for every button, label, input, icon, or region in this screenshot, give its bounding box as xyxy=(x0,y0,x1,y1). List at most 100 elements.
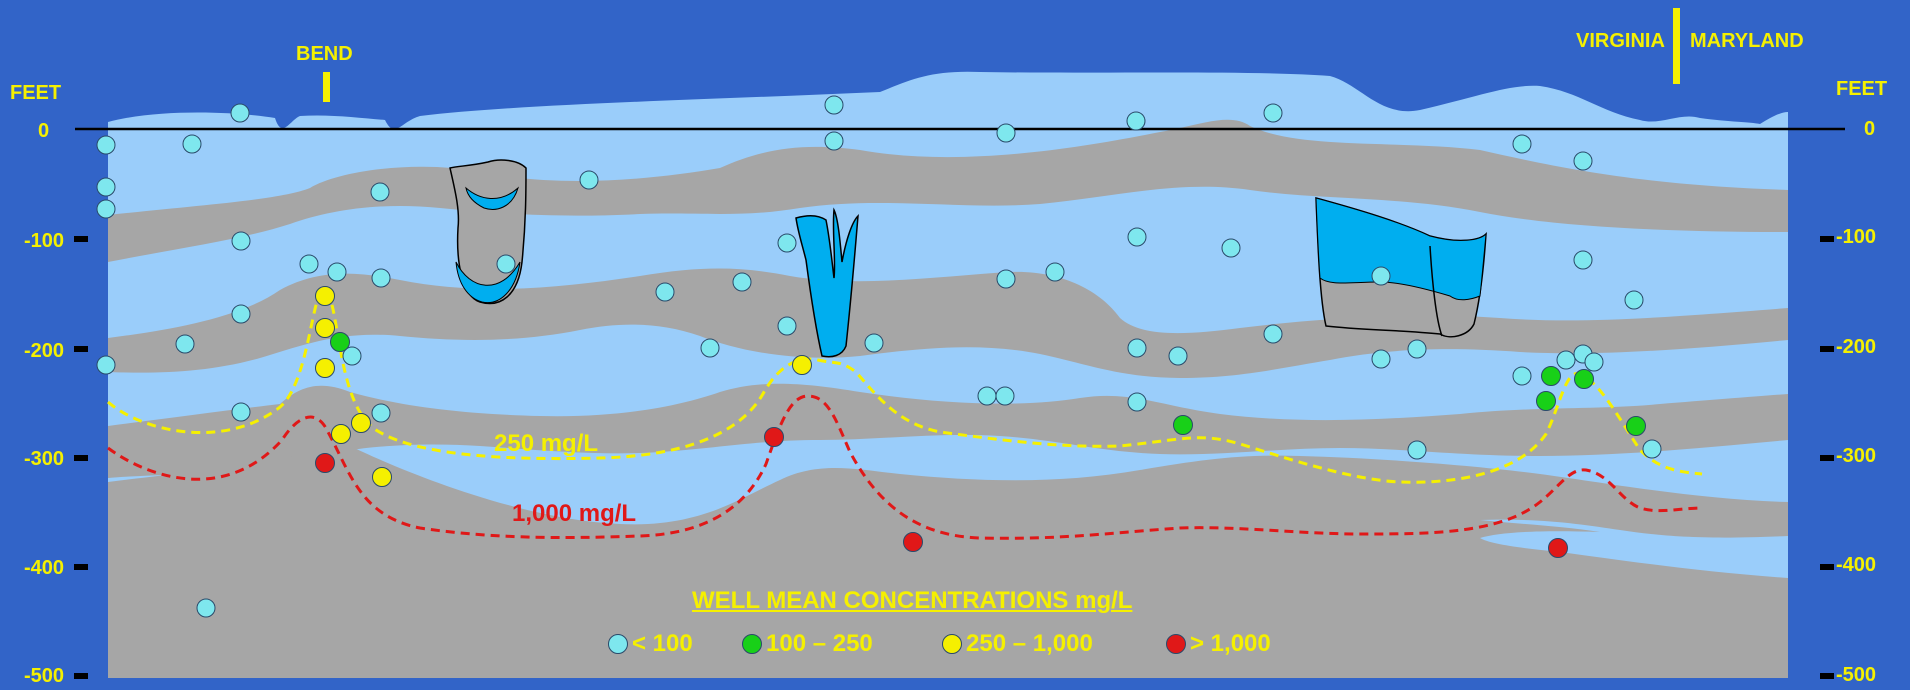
well-marker xyxy=(996,269,1016,289)
well-marker xyxy=(196,598,216,618)
legend: < 100 100 – 250 250 – 1,000 > 1,000 xyxy=(606,628,1306,662)
well-marker xyxy=(1556,350,1576,370)
confining-layer-deep xyxy=(108,437,1788,678)
well-marker xyxy=(579,170,599,190)
axis-tick-label: -100 xyxy=(1836,226,1877,248)
legend-label: > 1,000 xyxy=(1190,630,1271,657)
well-marker xyxy=(1624,290,1644,310)
well-marker xyxy=(1573,250,1593,270)
well-marker xyxy=(903,532,923,552)
state-label-maryland: MARYLAND xyxy=(1690,30,1804,52)
well-marker xyxy=(370,182,390,202)
legend-swatch-icon xyxy=(742,634,762,654)
well-marker xyxy=(1127,227,1147,247)
well-marker xyxy=(96,355,116,375)
well-markers xyxy=(96,95,1662,618)
well-marker xyxy=(1536,391,1556,411)
well-marker xyxy=(1573,151,1593,171)
well-marker xyxy=(792,355,812,375)
well-marker xyxy=(330,332,350,352)
axis-tick-label: -500 xyxy=(1836,664,1877,686)
well-marker xyxy=(1541,366,1561,386)
well-marker xyxy=(764,427,784,447)
state-label-virginia: VIRGINIA xyxy=(1576,30,1665,52)
well-marker xyxy=(1221,238,1241,258)
well-marker xyxy=(230,103,250,123)
axis-tick-label: -500 xyxy=(24,665,65,687)
legend-swatch-icon xyxy=(1166,634,1186,654)
contour-250-label: 250 mg/L xyxy=(494,430,599,457)
well-marker xyxy=(1574,369,1594,389)
well-marker xyxy=(824,95,844,115)
well-marker xyxy=(1263,103,1283,123)
well-marker xyxy=(996,123,1016,143)
well-marker xyxy=(777,233,797,253)
well-marker xyxy=(1371,349,1391,369)
legend-label: < 100 xyxy=(632,630,693,657)
well-marker xyxy=(331,424,351,444)
well-marker xyxy=(315,358,335,378)
well-marker xyxy=(371,268,391,288)
well-marker xyxy=(1168,346,1188,366)
well-marker xyxy=(231,304,251,324)
axis-unit-left: FEET xyxy=(10,82,62,104)
well-marker xyxy=(1407,339,1427,359)
axis-tick-label: 0 xyxy=(38,120,50,142)
well-marker xyxy=(655,282,675,302)
well-marker xyxy=(351,413,371,433)
well-marker xyxy=(1548,538,1568,558)
confining-layer xyxy=(108,383,1788,478)
axis-tick-label: -400 xyxy=(24,557,65,579)
well-marker xyxy=(182,134,202,154)
well-marker xyxy=(732,272,752,292)
well-marker xyxy=(1584,352,1604,372)
axis-tick-label: -400 xyxy=(1836,554,1877,576)
well-marker xyxy=(175,334,195,354)
well-marker xyxy=(864,333,884,353)
well-marker xyxy=(496,254,516,274)
well-marker xyxy=(1173,415,1193,435)
legend-title: WELL MEAN CONCENTRATIONS mg/L xyxy=(692,587,1133,614)
well-marker xyxy=(299,254,319,274)
well-marker xyxy=(315,453,335,473)
well-marker xyxy=(1127,392,1147,412)
structure-right-basin xyxy=(1315,197,1487,338)
contour-250-line xyxy=(107,288,1703,484)
well-marker xyxy=(372,467,392,487)
axis-tick-mark xyxy=(1820,673,1834,679)
axis-tick-label: -300 xyxy=(24,448,65,470)
axis-tick-mark xyxy=(1820,346,1834,352)
axis-tick-mark xyxy=(74,346,88,352)
legend-swatch-icon xyxy=(608,634,628,654)
bend-label: BEND xyxy=(296,43,353,65)
well-marker xyxy=(1127,338,1147,358)
well-marker xyxy=(977,386,997,406)
well-marker xyxy=(1407,440,1427,460)
well-marker xyxy=(371,403,391,423)
well-marker xyxy=(700,338,720,358)
well-marker xyxy=(1126,111,1146,131)
confining-layer xyxy=(108,119,1788,262)
well-marker xyxy=(824,131,844,151)
well-marker xyxy=(315,286,335,306)
state-boundary-marker xyxy=(1673,8,1680,84)
axis-tick-mark xyxy=(74,455,88,461)
axis-tick-label: -200 xyxy=(1836,336,1877,358)
well-marker xyxy=(1642,439,1662,459)
well-marker xyxy=(231,402,251,422)
structure-central-spike xyxy=(795,207,859,358)
aquifer-lens xyxy=(1480,519,1788,578)
axis-tick-label: -300 xyxy=(1836,445,1877,467)
well-marker xyxy=(96,135,116,155)
legend-label: 100 – 250 xyxy=(766,630,873,657)
contour-1000-label: 1,000 mg/L xyxy=(512,500,637,527)
axis-unit-right: FEET xyxy=(1836,78,1888,100)
axis-tick-mark xyxy=(1820,236,1834,242)
well-marker xyxy=(315,318,335,338)
well-marker xyxy=(231,231,251,251)
axis-tick-label: -100 xyxy=(24,230,65,252)
axis-tick-mark xyxy=(1820,564,1834,570)
well-marker xyxy=(1371,266,1391,286)
axis-tick-mark xyxy=(74,673,88,679)
